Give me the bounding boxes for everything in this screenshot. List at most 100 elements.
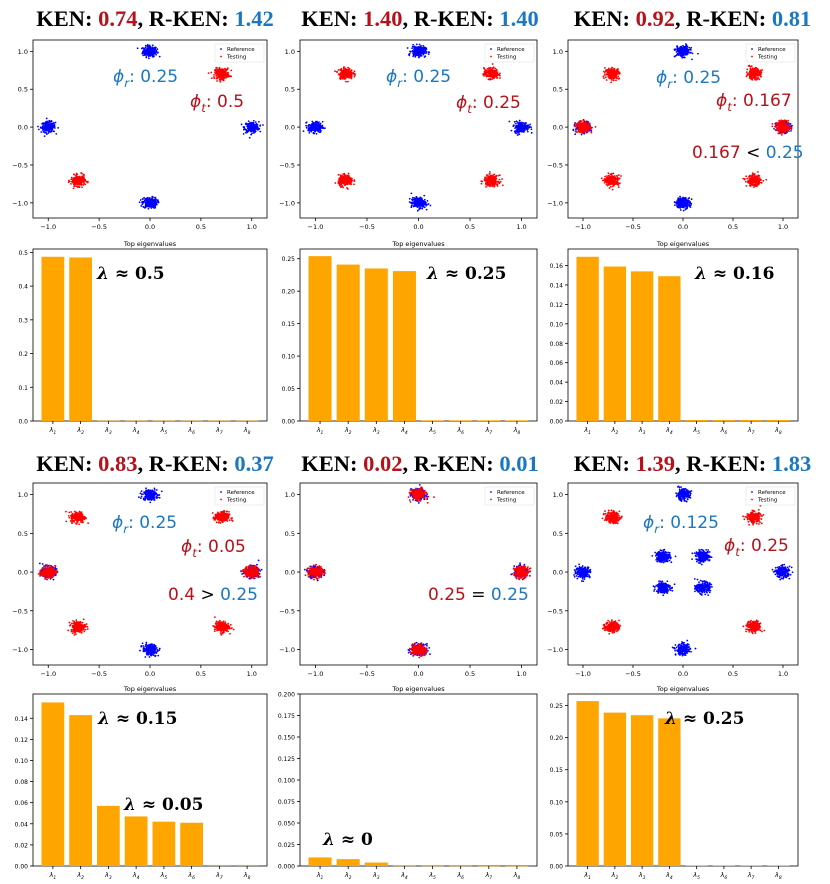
- reference-point: [152, 199, 154, 202]
- reference-point: [249, 128, 251, 131]
- testing-point: [78, 177, 81, 179]
- testing-point: [750, 72, 753, 75]
- testing-point: [225, 76, 227, 79]
- legend-testing-marker: [490, 55, 492, 58]
- testing-point: [222, 78, 225, 80]
- testing-point: [216, 77, 219, 80]
- reference-point: [51, 126, 54, 129]
- reference-point: [423, 194, 426, 197]
- legend-reference-marker: [490, 48, 492, 50]
- reference-point: [45, 117, 48, 120]
- testing-point: [76, 177, 79, 180]
- testing-point: [746, 74, 749, 77]
- ken-value: 1.39: [635, 451, 675, 476]
- reference-point: [530, 128, 533, 131]
- reference-point: [684, 196, 687, 199]
- reference-point: [411, 50, 413, 53]
- reference-point: [318, 126, 320, 129]
- testing-point: [612, 180, 615, 183]
- testing-point: [617, 177, 619, 180]
- testing-point: [67, 181, 70, 184]
- x-tick-label: −0.5: [91, 223, 107, 231]
- reference-point: [411, 47, 413, 50]
- testing-point: [217, 71, 220, 74]
- testing-point: [607, 71, 609, 74]
- testing-point: [218, 72, 221, 75]
- reference-point: [678, 47, 681, 50]
- testing-point: [489, 72, 491, 75]
- reference-point: [687, 48, 690, 51]
- reference-point: [50, 122, 52, 125]
- testing-point: [489, 176, 492, 178]
- testing-point: [347, 172, 350, 175]
- testing-point: [75, 181, 77, 184]
- reference-point: [316, 124, 319, 127]
- ken-value: 0.02: [363, 451, 403, 476]
- reference-point: [250, 125, 253, 128]
- testing-point: [745, 71, 748, 74]
- reference-point: [318, 121, 320, 124]
- testing-point: [608, 187, 611, 189]
- reference-point: [144, 201, 147, 204]
- reference-point: [572, 129, 575, 132]
- testing-point: [607, 180, 609, 183]
- reference-point: [679, 50, 681, 53]
- testing-point: [75, 172, 78, 175]
- reference-point: [150, 50, 153, 52]
- reference-point: [427, 53, 430, 56]
- rken-value: 1.83: [771, 451, 812, 476]
- rken-label: R-KEN:: [148, 6, 235, 31]
- x-tick-label: 1.0: [516, 223, 526, 231]
- reference-point: [145, 50, 148, 52]
- testing-point: [215, 72, 217, 75]
- testing-point: [70, 176, 73, 179]
- testing-point: [499, 180, 502, 183]
- testing-point: [70, 182, 72, 185]
- testing-point: [486, 184, 489, 187]
- rken-label: R-KEN:: [148, 451, 235, 476]
- reference-point: [416, 48, 419, 51]
- testing-point: [213, 77, 216, 80]
- reference-point: [683, 56, 686, 59]
- reference-point: [417, 199, 420, 202]
- reference-point: [48, 119, 51, 122]
- legend-reference-label: Reference: [227, 47, 255, 53]
- testing-point: [339, 78, 342, 81]
- reference-point: [45, 133, 48, 135]
- testing-point: [605, 180, 607, 183]
- testing-point: [492, 180, 494, 183]
- phi-annotation: ϕr: 0.25: [113, 67, 178, 90]
- reference-point: [513, 124, 515, 127]
- reference-point: [690, 198, 693, 201]
- testing-point: [73, 173, 75, 176]
- testing-point: [348, 74, 351, 77]
- reference-point: [413, 47, 416, 49]
- reference-point: [418, 56, 420, 59]
- reference-point: [154, 198, 156, 201]
- reference-point: [254, 123, 257, 126]
- reference-point: [415, 199, 418, 201]
- testing-point: [749, 185, 752, 187]
- testing-point: [348, 76, 351, 78]
- reference-point: [153, 200, 155, 203]
- testing-point: [612, 77, 614, 79]
- rken-value: 0.81: [771, 6, 812, 31]
- testing-point: [489, 75, 492, 78]
- testing-point: [337, 182, 340, 185]
- reference-point: [682, 209, 685, 212]
- reference-point: [675, 45, 678, 48]
- reference-point: [518, 133, 521, 136]
- reference-point: [421, 207, 424, 210]
- legend-testing-label: Testing: [226, 55, 246, 61]
- testing-point: [612, 69, 615, 72]
- reference-point: [685, 50, 688, 53]
- reference-point: [41, 127, 44, 130]
- reference-point: [45, 122, 47, 125]
- rken-value: 0.37: [234, 451, 274, 476]
- ken-value: 0.92: [635, 6, 675, 31]
- ken-label: KEN:: [301, 451, 364, 476]
- reference-point: [691, 52, 694, 55]
- testing-point: [85, 180, 88, 183]
- testing-point: [607, 174, 610, 177]
- reference-point: [153, 204, 156, 207]
